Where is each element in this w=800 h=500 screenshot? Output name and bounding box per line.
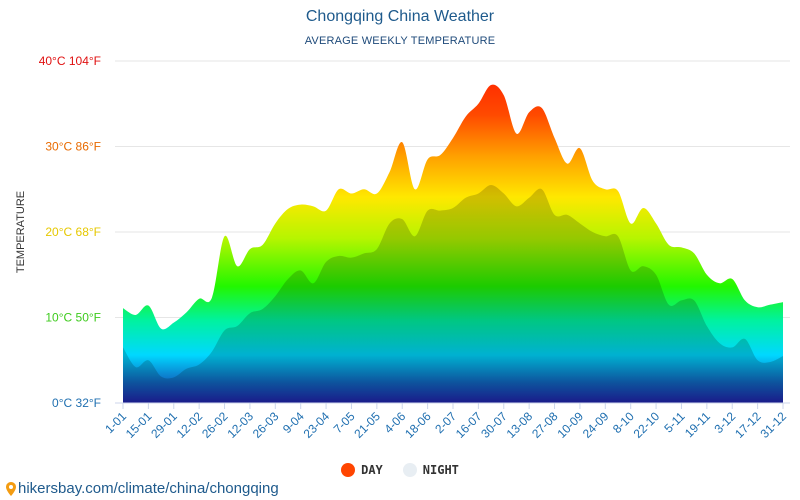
x-tick-label: 27-08 xyxy=(529,409,561,441)
x-tick-label: 26-03 xyxy=(250,409,282,441)
legend-item-night[interactable]: NIGHT xyxy=(402,463,459,477)
legend-night-marker xyxy=(402,463,417,477)
y-tick-label: 10°C 50°F xyxy=(45,311,101,325)
source-watermark[interactable]: hikersbay.com/climate/china/chongqing xyxy=(6,480,279,497)
legend-day-label: DAY xyxy=(361,463,383,477)
x-axis-ticks xyxy=(122,403,784,409)
legend-day-marker xyxy=(341,463,356,477)
x-tick-label: 12-03 xyxy=(224,409,256,441)
x-tick-label: 10-09 xyxy=(554,409,586,441)
x-tick-label: 26-02 xyxy=(199,409,231,441)
y-tick-label: 20°C 68°F xyxy=(45,225,101,239)
x-tick-label: 18-06 xyxy=(402,409,434,441)
x-tick-label: 24-09 xyxy=(580,409,612,441)
x-tick-label: 17-12 xyxy=(732,409,764,441)
x-axis-tick-labels: 1-0115-0129-0112-0226-0212-0326-039-0423… xyxy=(102,409,789,441)
x-tick-label: 31-12 xyxy=(758,409,790,441)
x-tick-label: 15-01 xyxy=(123,409,155,441)
y-tick-label: 30°C 86°F xyxy=(45,140,101,154)
y-tick-label: 40°C 104°F xyxy=(39,54,101,68)
x-tick-label: 29-01 xyxy=(148,409,180,441)
chart-subtitle: AVERAGE WEEKLY TEMPERATURE xyxy=(304,35,496,47)
x-tick-label: 12-02 xyxy=(174,409,206,441)
legend-item-day[interactable]: DAY xyxy=(341,463,383,477)
legend: DAY NIGHT xyxy=(0,463,800,477)
x-tick-label: 19-11 xyxy=(682,409,713,440)
x-tick-label: 30-07 xyxy=(478,409,510,441)
x-tick-label: 13-08 xyxy=(504,409,536,441)
y-tick-label: 0°C 32°F xyxy=(52,396,101,410)
location-pin-icon xyxy=(6,481,16,496)
x-tick-label: 21-05 xyxy=(351,409,383,441)
y-axis-tick-labels: 0°C 32°F 10°C 50°F 20°C 68°F 30°C 86°F 40°C … xyxy=(39,54,101,410)
x-tick-label: 16-07 xyxy=(453,409,485,441)
x-tick-label: 23-04 xyxy=(301,409,333,441)
chart-title: Chongqing China Weather xyxy=(305,8,495,25)
y-axis-title: TEMPERATURE xyxy=(15,191,27,273)
source-link-text: hikersbay.com/climate/china/chongqing xyxy=(18,480,279,497)
x-tick-label: 22-10 xyxy=(631,409,663,441)
legend-night-label: NIGHT xyxy=(422,463,459,477)
